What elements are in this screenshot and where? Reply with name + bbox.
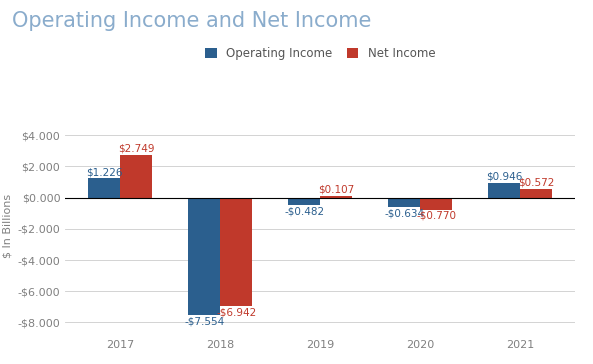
Bar bbox=[520, 189, 552, 198]
Bar bbox=[388, 198, 420, 207]
Text: -$0.482: -$0.482 bbox=[284, 206, 324, 216]
Text: $2.749: $2.749 bbox=[118, 143, 155, 154]
Text: $0.572: $0.572 bbox=[518, 177, 554, 187]
Bar bbox=[189, 198, 221, 316]
Text: $1.226: $1.226 bbox=[86, 167, 123, 177]
Legend: Operating Income, Net Income: Operating Income, Net Income bbox=[202, 44, 439, 64]
Text: -$7.554: -$7.554 bbox=[184, 317, 224, 327]
Bar bbox=[320, 196, 352, 198]
Bar bbox=[488, 183, 520, 198]
Bar bbox=[120, 155, 152, 198]
Bar bbox=[288, 198, 320, 205]
Text: Operating Income and Net Income: Operating Income and Net Income bbox=[12, 11, 371, 31]
Text: -$0.770: -$0.770 bbox=[416, 211, 456, 221]
Text: -$0.634: -$0.634 bbox=[384, 209, 424, 219]
Y-axis label: $ In Billions: $ In Billions bbox=[2, 194, 12, 258]
Text: -$6.942: -$6.942 bbox=[216, 307, 256, 317]
Bar bbox=[221, 198, 252, 306]
Text: $0.946: $0.946 bbox=[486, 171, 522, 182]
Bar bbox=[88, 178, 120, 198]
Bar bbox=[420, 198, 452, 210]
Text: $0.107: $0.107 bbox=[318, 185, 355, 195]
